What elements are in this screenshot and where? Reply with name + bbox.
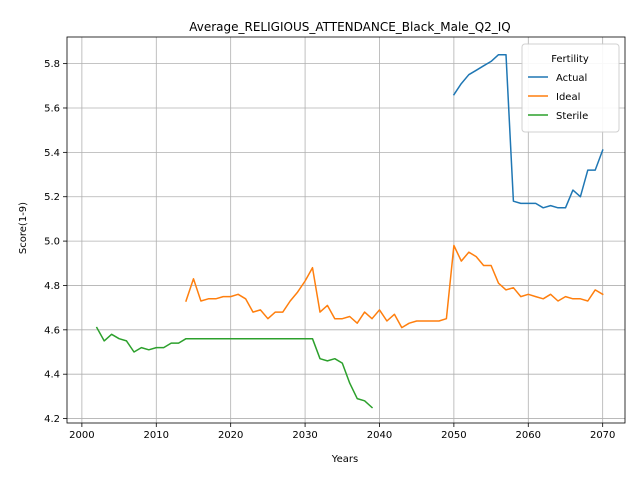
y-tick-label: 5.4 [44, 148, 60, 159]
x-axis-label: Years [331, 454, 358, 465]
legend: Fertility Actual Ideal Sterile [521, 43, 620, 133]
x-tick-label: 2070 [590, 430, 615, 441]
series-layer [95, 53, 604, 409]
series-line-ideal [185, 244, 604, 329]
x-axis: 2000 2010 2020 2030 2040 2050 2060 2070 [69, 423, 615, 441]
chart-title: Average_RELIGIOUS_ATTENDANCE_Black_Male_… [189, 20, 511, 34]
y-tick-label: 4.2 [44, 414, 60, 425]
y-tick-label: 5.0 [44, 237, 60, 248]
series-line-actual [452, 53, 604, 209]
y-tick-label: 5.6 [44, 103, 60, 114]
x-tick-label: 2060 [516, 430, 541, 441]
legend-label-sterile: Sterile [556, 111, 588, 122]
x-tick-label: 2040 [367, 430, 392, 441]
series-line-sterile [95, 326, 374, 409]
legend-box [521, 43, 620, 133]
plot-frame [66, 36, 626, 424]
x-tick-label: 2010 [144, 430, 169, 441]
legend-label-actual: Actual [556, 73, 587, 84]
y-tick-label: 4.4 [44, 370, 60, 381]
x-tick-label: 2050 [441, 430, 466, 441]
y-tick-label: 4.6 [44, 325, 60, 336]
y-tick-label: 5.2 [44, 192, 60, 203]
legend-title: Fertility [551, 54, 589, 65]
legend-label-ideal: Ideal [556, 92, 580, 103]
y-axis-label: Score(1-9) [18, 202, 29, 254]
y-tick-label: 4.8 [44, 281, 60, 292]
y-tick-label: 5.8 [44, 59, 60, 70]
x-tick-label: 2000 [69, 430, 94, 441]
y-axis: 4.2 4.4 4.6 4.8 5.0 5.2 5.4 5.6 5.8 [44, 59, 67, 425]
x-tick-label: 2020 [218, 430, 243, 441]
x-tick-label: 2030 [292, 430, 317, 441]
